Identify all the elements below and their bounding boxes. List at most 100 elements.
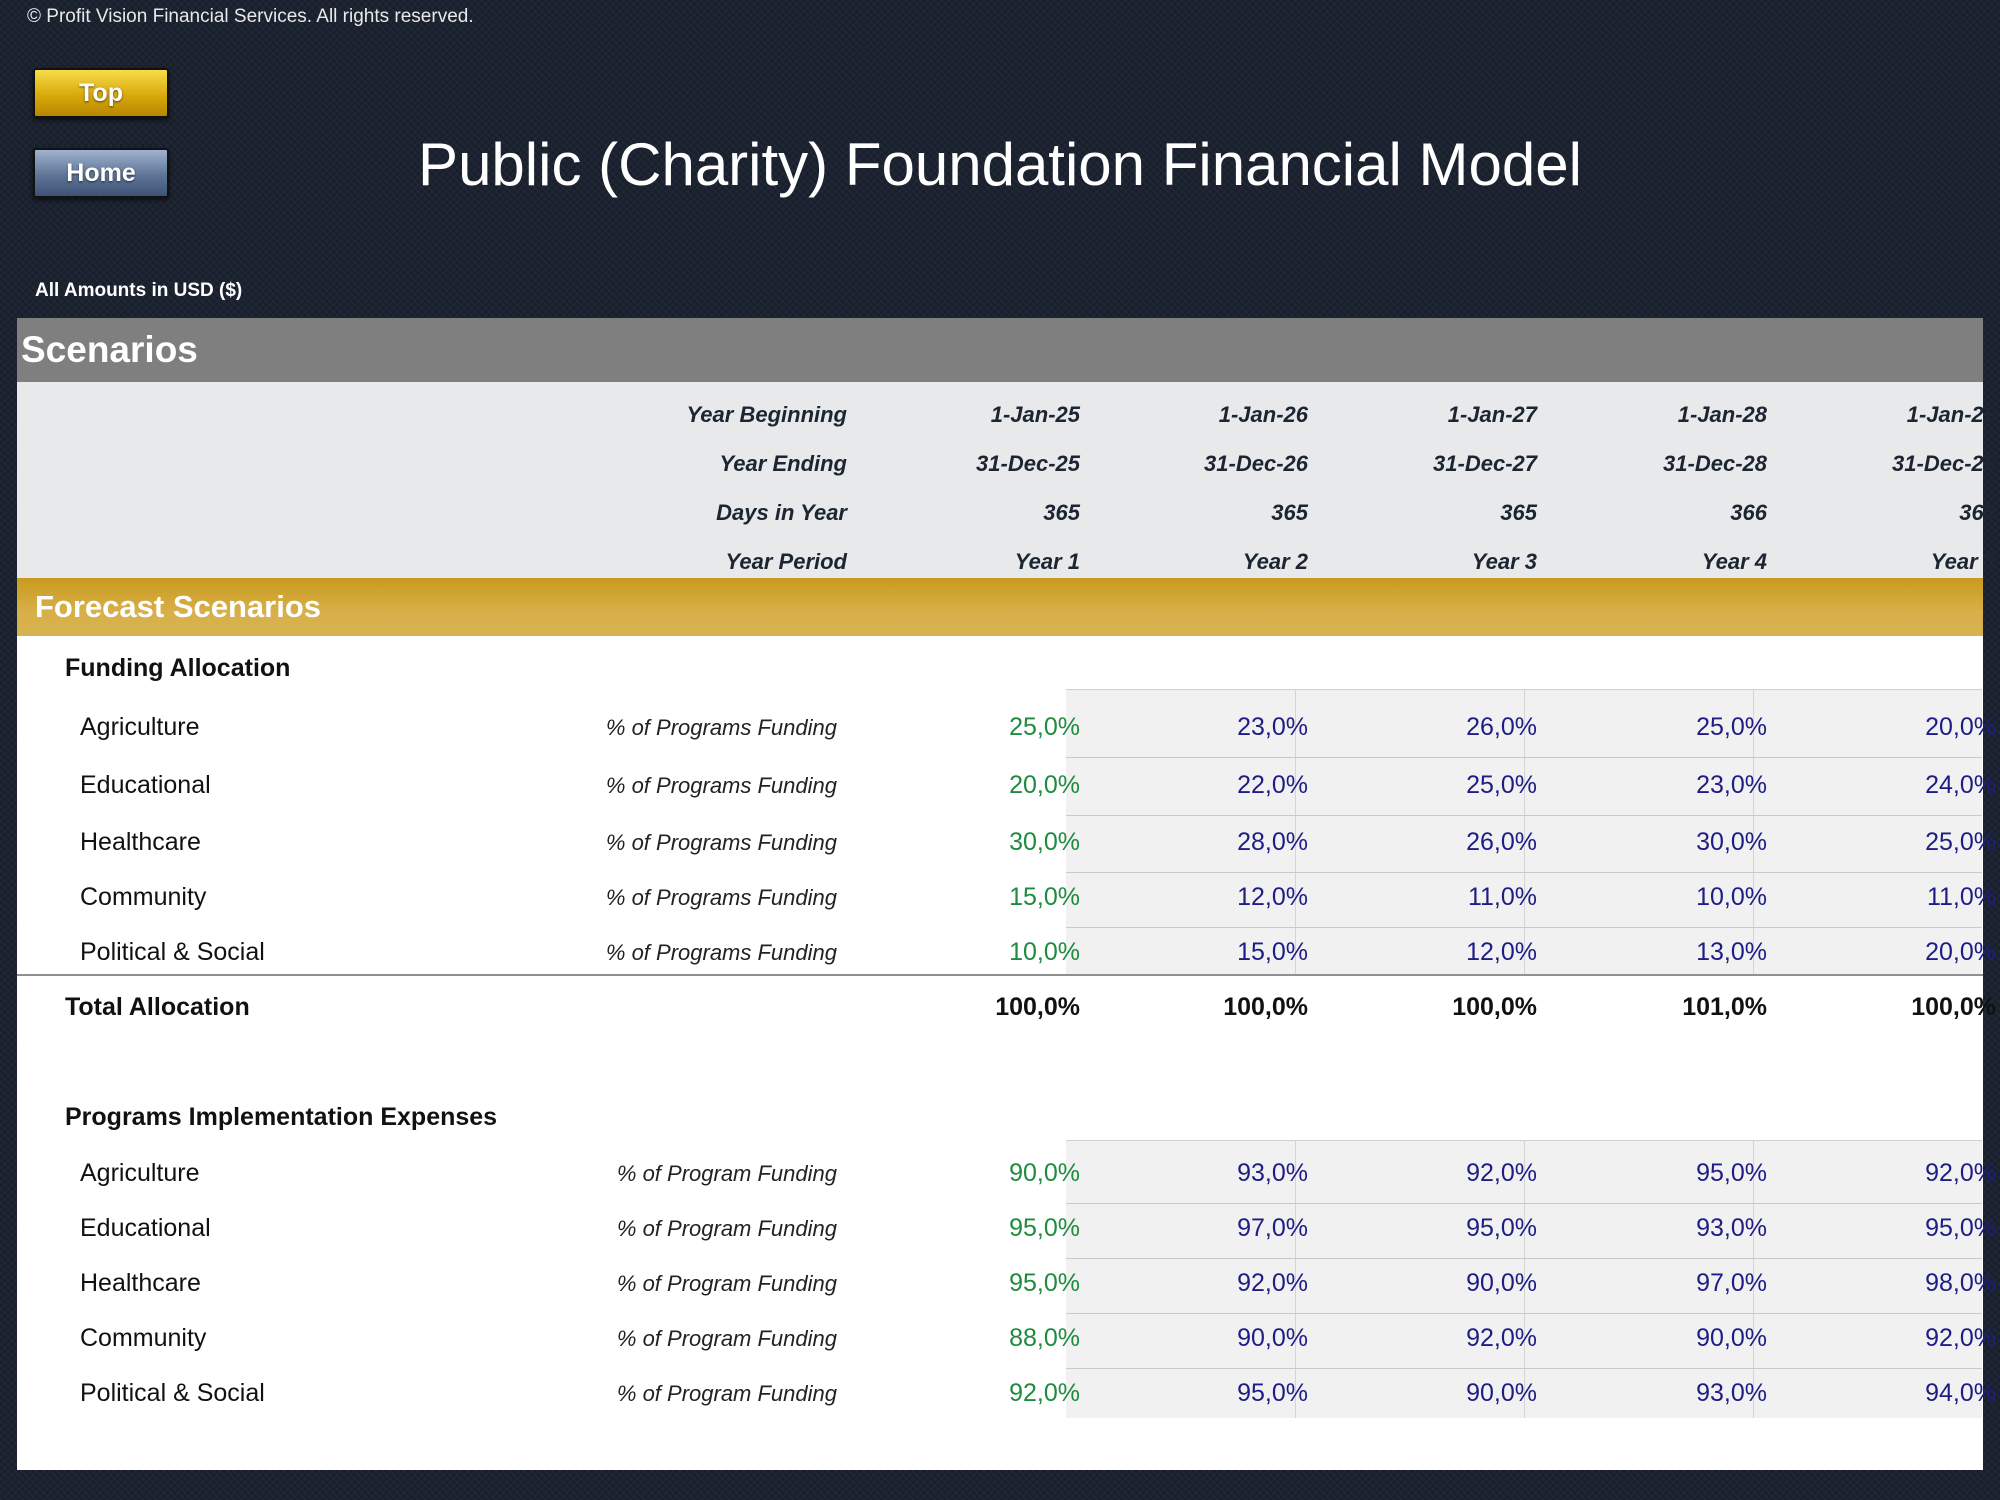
row-label: Total Allocation	[65, 993, 250, 1021]
timeline-cell: 31-Dec-26	[1204, 451, 1308, 476]
scenario-cell[interactable]: 23,0%	[1237, 713, 1308, 741]
timeline-cell: 365	[1959, 500, 1996, 525]
timeline-cell: 31-Dec-25	[976, 451, 1080, 476]
column-divider	[1753, 689, 1754, 975]
scenario-cell[interactable]: 97,0%	[1237, 1214, 1308, 1242]
scenario-cell[interactable]: 11,0%	[1467, 883, 1537, 911]
row-separator	[1066, 815, 1982, 816]
timeline-header: Year Beginning 1-Jan-25 1-Jan-26 1-Jan-2…	[17, 382, 1996, 578]
scenario-cell[interactable]: 11,0%	[1926, 883, 1996, 911]
scenario-cell[interactable]: 98,0%	[1925, 1269, 1996, 1297]
base-case-cell[interactable]: 25,0%	[1009, 713, 1080, 741]
scenario-cell[interactable]: 93,0%	[1237, 1159, 1308, 1187]
base-case-cell[interactable]: 20,0%	[1009, 771, 1080, 799]
scenario-cell[interactable]: 15,0%	[1237, 938, 1308, 966]
row-separator	[1066, 1368, 1982, 1369]
scenario-cell[interactable]: 10,0%	[1696, 883, 1767, 911]
scenario-cell[interactable]: 92,0%	[1466, 1324, 1537, 1352]
base-case-cell[interactable]: 30,0%	[1009, 828, 1080, 856]
scenario-cell[interactable]: 95,0%	[1925, 1214, 1996, 1242]
base-case-cell[interactable]: 90,0%	[1009, 1159, 1080, 1187]
timeline-cell: 1-Jan-28	[1677, 402, 1767, 427]
timeline-cell: 1-Jan-26	[1218, 402, 1308, 427]
timeline-cell: 1-Jan-29	[1906, 402, 1996, 427]
funding-row-community: Community % of Programs Funding 15,0% 12…	[17, 873, 1996, 928]
scenario-cell[interactable]: 12,0%	[1466, 938, 1537, 966]
row-unit: % of Program Funding	[616, 1216, 837, 1241]
scenario-cell[interactable]: 92,0%	[1925, 1159, 1996, 1187]
row-label: Political & Social	[80, 1379, 265, 1407]
expenses-row-political-social: Political & Social % of Program Funding …	[17, 1369, 1996, 1424]
scenario-cell[interactable]: 25,0%	[1925, 828, 1996, 856]
scenario-cell[interactable]: 12,0%	[1237, 883, 1308, 911]
scenarios-sheet: Scenarios Year Beginning 1-Jan-25 1-Jan-…	[17, 318, 1996, 1470]
expenses-row-community: Community % of Program Funding 88,0% 90,…	[17, 1314, 1996, 1369]
scenario-cell[interactable]: 22,0%	[1237, 771, 1308, 799]
scenario-cell[interactable]: 90,0%	[1466, 1379, 1537, 1407]
scenario-cell[interactable]: 20,0%	[1925, 713, 1996, 741]
timeline-cell: Year 1	[1014, 549, 1080, 574]
scenario-cell[interactable]: 90,0%	[1466, 1269, 1537, 1297]
column-divider	[1753, 1140, 1754, 1418]
row-unit: % of Programs Funding	[605, 885, 837, 910]
funding-row-agriculture: Agriculture % of Programs Funding 25,0% …	[17, 703, 1996, 758]
scenario-cell[interactable]: 93,0%	[1696, 1214, 1767, 1242]
scenario-cell[interactable]: 97,0%	[1696, 1269, 1767, 1297]
row-unit: % of Programs Funding	[605, 773, 837, 798]
scenario-cell[interactable]: 92,0%	[1237, 1269, 1308, 1297]
scenario-cell[interactable]: 95,0%	[1466, 1214, 1537, 1242]
funding-allocation-title: Funding Allocation	[65, 654, 291, 682]
base-case-cell[interactable]: 92,0%	[1009, 1379, 1080, 1407]
base-case-cell[interactable]: 95,0%	[1009, 1269, 1080, 1297]
column-divider	[1295, 689, 1296, 975]
scenario-cell[interactable]: 94,0%	[1925, 1379, 1996, 1407]
row-label: Educational	[80, 1214, 211, 1242]
scenario-cell[interactable]: 25,0%	[1696, 713, 1767, 741]
total-cell: 100,0%	[995, 993, 1080, 1021]
scenario-cell[interactable]: 92,0%	[1925, 1324, 1996, 1352]
scenario-cell[interactable]: 28,0%	[1237, 828, 1308, 856]
timeline-cell: 366	[1730, 500, 1767, 525]
row-unit: % of Program Funding	[616, 1381, 837, 1406]
scenario-cell[interactable]: 95,0%	[1237, 1379, 1308, 1407]
row-unit: % of Program Funding	[616, 1161, 837, 1186]
home-button[interactable]: Home	[33, 148, 169, 198]
scenario-cell[interactable]: 20,0%	[1925, 938, 1996, 966]
scenario-cell[interactable]: 13,0%	[1696, 938, 1767, 966]
scenario-cell[interactable]: 26,0%	[1466, 828, 1537, 856]
scenario-cell[interactable]: 90,0%	[1237, 1324, 1308, 1352]
timeline-cell: 365	[1500, 500, 1537, 525]
scenario-cell[interactable]: 95,0%	[1696, 1159, 1767, 1187]
row-label: Healthcare	[80, 828, 201, 856]
scenario-cell[interactable]: 90,0%	[1696, 1324, 1767, 1352]
base-case-cell[interactable]: 95,0%	[1009, 1214, 1080, 1242]
row-label: Agriculture	[80, 1159, 200, 1187]
total-cell: 100,0%	[1452, 993, 1537, 1021]
timeline-label: Year Period	[725, 549, 847, 574]
scenario-cell[interactable]: 25,0%	[1466, 771, 1537, 799]
base-case-cell[interactable]: 15,0%	[1009, 883, 1080, 911]
timeline-cell: Year 4	[1701, 549, 1767, 574]
timeline-cell: Year 5	[1930, 549, 1996, 574]
scenario-cell[interactable]: 92,0%	[1466, 1159, 1537, 1187]
column-divider	[1524, 1140, 1525, 1418]
total-cell: 101,0%	[1682, 993, 1767, 1021]
timeline-cell: 1-Jan-27	[1447, 402, 1537, 427]
scenario-cell[interactable]: 24,0%	[1925, 771, 1996, 799]
scenario-cell[interactable]: 93,0%	[1696, 1379, 1767, 1407]
row-label: Educational	[80, 771, 211, 799]
row-separator	[1066, 757, 1982, 758]
base-case-cell[interactable]: 88,0%	[1009, 1324, 1080, 1352]
top-button[interactable]: Top	[33, 68, 169, 118]
scenario-cell[interactable]: 30,0%	[1696, 828, 1767, 856]
timeline-cell: 31-Dec-28	[1663, 451, 1767, 476]
timeline-cell: 1-Jan-25	[990, 402, 1080, 427]
scenario-cell[interactable]: 23,0%	[1696, 771, 1767, 799]
timeline-cell: 365	[1271, 500, 1308, 525]
scenario-cell[interactable]: 26,0%	[1466, 713, 1537, 741]
total-cell: 100,0%	[1223, 993, 1308, 1021]
row-separator	[1066, 1203, 1982, 1204]
expenses-row-healthcare: Healthcare % of Program Funding 95,0% 92…	[17, 1259, 1996, 1314]
row-label: Political & Social	[80, 938, 265, 966]
base-case-cell[interactable]: 10,0%	[1009, 938, 1080, 966]
